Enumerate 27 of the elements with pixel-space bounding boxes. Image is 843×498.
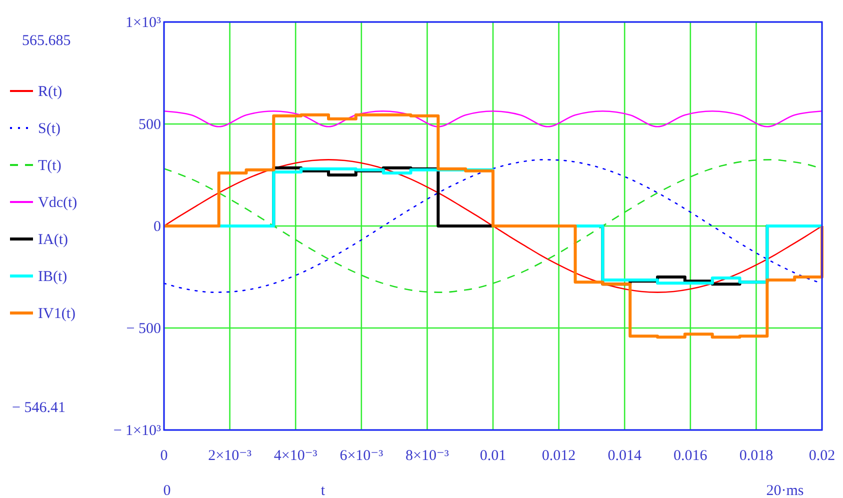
x-tick-label: 8×10⁻³	[406, 448, 450, 464]
x-tick-label: 0.016	[674, 448, 708, 464]
y-tick-label: − 1×10³	[113, 423, 162, 439]
x-tick-label: 0.014	[608, 448, 642, 464]
legend-label: S(t)	[38, 121, 61, 137]
legend-label: Vdc(t)	[38, 195, 78, 211]
x-axis-title: t	[320, 483, 326, 498]
legend-label: IV1(t)	[38, 306, 76, 322]
legend-label: IB(t)	[38, 269, 68, 285]
legend-label: R(t)	[38, 84, 62, 100]
x-tick-label: 0.018	[739, 448, 774, 464]
y-tick-label: − 500	[126, 321, 161, 337]
legend-label: T(t)	[38, 158, 62, 174]
x-tick-label: 0.01	[480, 448, 506, 464]
legend-label: IA(t)	[38, 232, 68, 248]
y-tick-label: 1×10³	[126, 15, 162, 31]
x-tick-label: 0.02	[808, 448, 836, 464]
x-tick-label: 2×10⁻³	[208, 448, 252, 464]
text: − 546.41	[12, 400, 66, 416]
y-tick-label: 500	[138, 117, 161, 133]
x-tick-label: 0.012	[542, 448, 576, 464]
text: 20·ms	[766, 483, 804, 498]
text: 565.685	[22, 33, 71, 49]
x-tick-label: 4×10⁻³	[274, 448, 318, 464]
y-tick-label: 0	[154, 219, 161, 235]
x-tick-label: 6×10⁻³	[340, 448, 384, 464]
text: 0	[163, 483, 171, 498]
